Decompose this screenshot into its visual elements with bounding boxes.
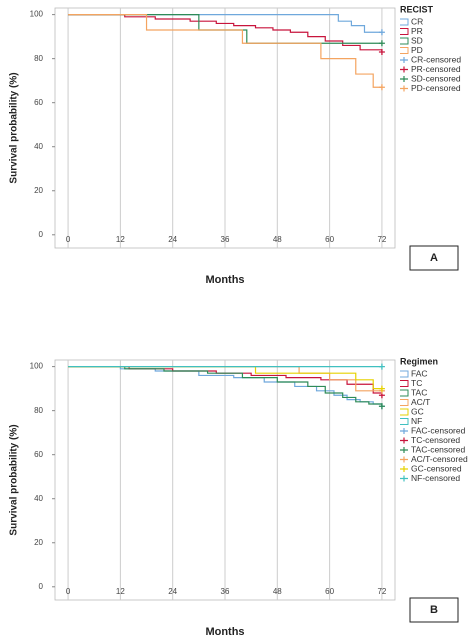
censor-cross [378,84,385,91]
legend-label: GC [411,406,424,416]
survival-curve [68,366,382,392]
censor-mark [378,363,385,370]
censor-cross [378,363,385,370]
legend-censor-swatch [400,85,408,92]
survival-curve [68,14,382,88]
censor-cross [378,40,385,47]
legend-label: TAC [411,387,427,397]
legend-censor-swatch [400,57,408,63]
x-tick-label: 12 [116,235,125,244]
legend-label: GC-censored [411,463,462,473]
x-tick-label: 48 [273,587,282,596]
y-tick-label: 100 [30,362,44,371]
censor-mark [378,403,385,410]
legend-label: NF-censored [411,473,460,483]
panel-box [409,245,459,271]
legend-label: CR [411,16,423,26]
y-tick-label: 0 [39,582,44,591]
panel-label: A [430,252,438,264]
legend-title: RECIST [400,4,434,14]
legend-swatch [400,389,409,397]
legend-censor-swatch [400,437,408,444]
survival-curve [68,366,383,407]
legend-label: NF [411,416,422,426]
legend-label: FAC-censored [411,425,466,435]
panel-label: B [430,604,438,616]
legend-label: AC/T-censored [411,454,468,464]
y-tick-label: 60 [34,450,43,459]
censor-cross [378,29,385,36]
censor-mark [378,84,385,91]
x-tick-label: 12 [116,587,125,596]
censor-mark [378,40,385,47]
y-tick-label: 60 [34,98,43,107]
x-tick-label: 60 [325,235,334,244]
legend-label: PD-censored [411,83,461,93]
legend-label: PR [411,26,423,36]
survival-curve [68,366,382,390]
survival-curve [68,14,382,33]
legend-swatch [400,28,409,35]
x-tick-label: 24 [168,587,177,596]
legend-label: AC/T [411,397,430,407]
x-tick-label: 48 [273,235,282,244]
legend-swatch [400,418,409,425]
legend-swatch [400,380,409,387]
legend-label: PD [411,45,423,55]
censor-cross [378,385,385,392]
legend-swatch [400,18,409,26]
legend-label: SD [411,35,423,45]
y-tick-label: 20 [34,538,43,547]
x-tick-label: 60 [325,587,334,596]
legend-title: Regimen [400,356,438,366]
legend-label: TC-censored [411,435,460,445]
legend-label: FAC [411,368,428,378]
x-tick-label: 0 [66,235,71,244]
x-tick-label: 72 [377,587,386,596]
legend-swatch [400,370,409,378]
legend-label: CR-censored [411,54,461,64]
legend-label: TAC-censored [411,444,465,454]
y-tick-label: 80 [34,406,43,415]
legend-label: SD-censored [411,73,461,83]
legend-censor-swatch [400,428,408,434]
y-axis-title: Survival probability (%) [9,424,20,535]
legend-censor-swatch [400,466,408,472]
legend-swatch [400,37,409,45]
y-tick-label: 20 [34,186,43,195]
panel-box [409,597,459,623]
y-tick-label: 40 [34,142,43,151]
y-axis-title: Survival probability (%) [9,72,20,183]
legend-censor-swatch [400,456,408,463]
legend-swatch [400,47,409,54]
legend-censor-swatch [400,76,408,82]
x-tick-label: 0 [66,587,71,596]
legend-label: PR-censored [411,64,461,74]
legend-censor-swatch [400,447,408,453]
censor-mark [378,385,385,392]
censor-mark [378,29,385,36]
x-axis-title: Months [205,274,244,286]
censor-cross [378,49,385,56]
x-tick-label: 36 [221,235,230,244]
censor-mark [378,49,385,56]
y-tick-label: 40 [34,494,43,503]
x-tick-label: 24 [168,235,177,244]
legend-swatch [400,408,409,416]
x-axis-title: Months [205,626,244,638]
y-tick-label: 100 [30,10,44,19]
y-tick-label: 80 [34,54,43,63]
legend-censor-swatch [400,66,408,73]
legend-censor-swatch [400,475,408,482]
censor-cross [378,403,385,410]
survival-curve [68,14,383,53]
y-tick-label: 0 [39,230,44,239]
x-tick-label: 72 [377,235,386,244]
legend-label: TC [411,378,422,388]
x-tick-label: 36 [221,587,230,596]
legend-swatch [400,399,409,406]
